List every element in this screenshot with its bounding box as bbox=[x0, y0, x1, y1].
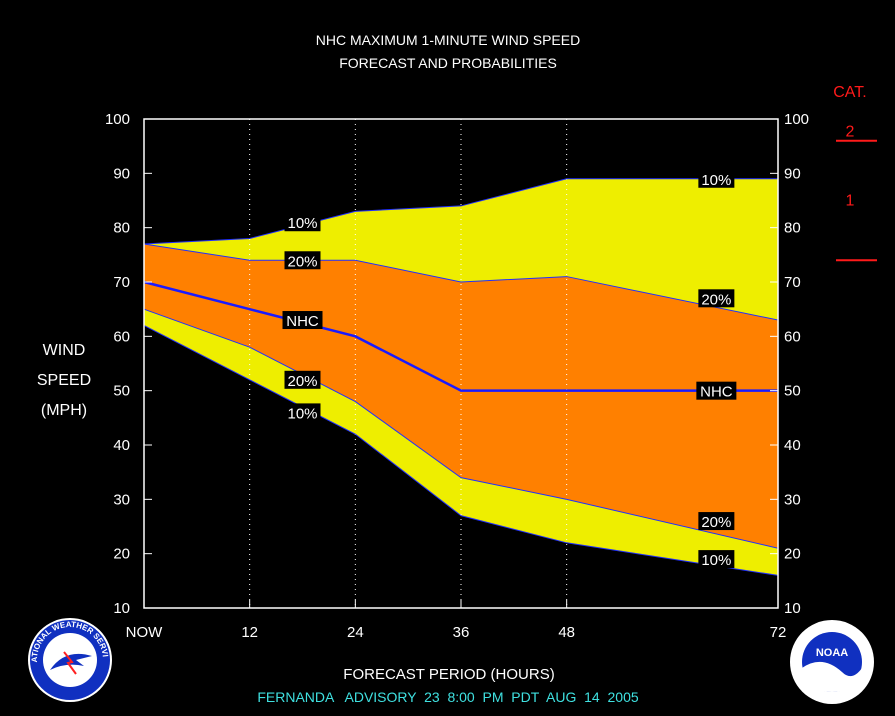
y-tick-label-right: 10 bbox=[784, 600, 801, 617]
band-label: 20% bbox=[701, 291, 731, 308]
nws-logo: NATIONAL WEATHER SERVICE bbox=[28, 618, 112, 702]
y-tick-label-left: 90 bbox=[113, 165, 130, 182]
y-axis-right: 10 20 30 40 50 60 70 80 90 100 bbox=[770, 111, 809, 617]
y-tick-label-left: 20 bbox=[113, 546, 130, 563]
y-tick-label-left: 70 bbox=[113, 274, 130, 291]
series-line-1 bbox=[143, 243, 779, 321]
category-scale: 21 bbox=[836, 124, 877, 262]
band-label-box bbox=[696, 381, 737, 400]
band-label: 20% bbox=[287, 253, 317, 270]
band-label-box bbox=[284, 370, 321, 389]
x-axis-label: FORECAST PERIOD (HOURS) bbox=[343, 666, 554, 683]
x-tick-label: NOW bbox=[126, 624, 164, 641]
band-label: NHC bbox=[700, 384, 733, 401]
y-tick-label-right: 60 bbox=[784, 328, 801, 345]
series-line-4 bbox=[143, 325, 779, 576]
band-label: 20% bbox=[287, 373, 317, 390]
y-tick-label-right: 20 bbox=[784, 546, 801, 563]
series-line-3 bbox=[143, 308, 779, 549]
band-label-box bbox=[284, 251, 321, 270]
nws-logo-lightning-icon bbox=[63, 651, 77, 675]
chart-subtitle: FORECAST AND PROBABILITIES bbox=[339, 55, 557, 71]
y-axis-left: 10 20 30 40 50 60 70 80 90 100 bbox=[105, 111, 152, 617]
noaa-logo-wave-icon bbox=[802, 661, 862, 692]
band-label: NHC bbox=[286, 313, 319, 330]
y-tick-label-left: 80 bbox=[113, 220, 130, 237]
series-lines bbox=[143, 178, 779, 576]
y-tick-label-right: 30 bbox=[784, 491, 801, 508]
band-label-box bbox=[284, 213, 321, 232]
y-tick-label-right: 80 bbox=[784, 220, 801, 237]
y-tick-label-right: 90 bbox=[784, 165, 801, 182]
band-labels: 10% 20% NHC 20% 10% 10% 20% NHC 20% 10% bbox=[282, 169, 737, 569]
y-tick-label-left: 60 bbox=[113, 328, 130, 345]
y-tick-label-left: 40 bbox=[113, 437, 130, 454]
y-tick-label-right: 100 bbox=[784, 111, 809, 128]
ylabel-line-1: WIND bbox=[43, 342, 86, 359]
band-label-box bbox=[698, 289, 735, 308]
x-tick-label: 36 bbox=[453, 624, 470, 641]
band-label-box bbox=[284, 403, 321, 422]
x-tick-label: 24 bbox=[347, 624, 364, 641]
y-tick-label-left: 30 bbox=[113, 491, 130, 508]
noaa-logo: NOAA bbox=[790, 620, 874, 704]
x-tick-label: 12 bbox=[241, 624, 258, 641]
y-tick-label-right: 70 bbox=[784, 274, 801, 291]
x-axis: NOW 12 24 36 48 72 bbox=[126, 600, 787, 641]
band-label-box bbox=[698, 169, 735, 188]
y-tick-label-left: 10 bbox=[113, 600, 130, 617]
chart-title: NHC MAXIMUM 1-MINUTE WIND SPEED bbox=[316, 32, 580, 48]
category-title: CAT. bbox=[833, 84, 866, 101]
advisory-info: FERNANDA ADVISORY 23 8:00 PM PDT AUG 14 … bbox=[257, 689, 638, 705]
noaa-logo-text: NOAA bbox=[816, 647, 848, 659]
band-label-box bbox=[698, 550, 735, 569]
ylabel-line-2: SPEED bbox=[37, 372, 91, 389]
band-label-box bbox=[282, 311, 323, 330]
x-tick-label: 48 bbox=[558, 624, 575, 641]
x-tick-label: 72 bbox=[770, 624, 787, 641]
y-tick-label-left: 50 bbox=[113, 383, 130, 400]
band-label: 10% bbox=[287, 405, 317, 422]
category-label: 2 bbox=[846, 124, 855, 141]
y-tick-label-right: 50 bbox=[784, 383, 801, 400]
band-label: 10% bbox=[701, 172, 731, 189]
band-label: 20% bbox=[701, 514, 731, 531]
ylabel-line-3: (MPH) bbox=[41, 402, 87, 419]
series-line-0 bbox=[143, 178, 778, 245]
y-tick-label-left: 100 bbox=[105, 111, 130, 128]
category-label: 1 bbox=[846, 193, 855, 210]
y-tick-label-right: 40 bbox=[784, 437, 801, 454]
series-line-2 bbox=[143, 280, 778, 392]
band-label: 10% bbox=[701, 552, 731, 569]
band-label: 10% bbox=[287, 215, 317, 232]
band-label-box bbox=[698, 512, 735, 531]
